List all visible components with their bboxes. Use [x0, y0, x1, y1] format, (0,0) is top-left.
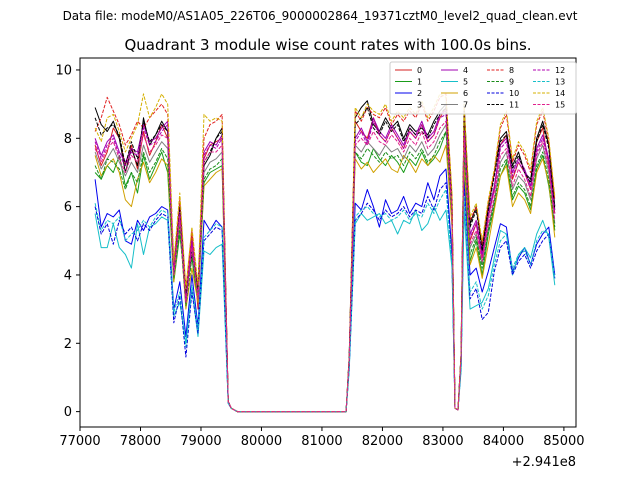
legend-label-5: 5 [463, 78, 468, 87]
x-tick-label: 79000 [180, 434, 221, 449]
legend-label-11: 11 [509, 101, 519, 110]
legend-label-13: 13 [555, 78, 565, 87]
x-axis: 77000 78000 79000 80000 81000 82000 83000 84000… [59, 427, 585, 449]
legend-label-10: 10 [509, 89, 519, 98]
x-tick-label: 80000 [241, 434, 282, 449]
series-line-10 [94, 182, 556, 413]
y-tick-label: 2 [64, 337, 72, 352]
legend-label-7: 7 [463, 101, 468, 110]
y-tick-label: 8 [64, 132, 72, 147]
legend-label-2: 2 [417, 89, 422, 98]
legend-label-14: 14 [555, 89, 565, 98]
legend-label-3: 3 [417, 101, 422, 110]
series-line-4 [94, 110, 556, 413]
series-line-7 [94, 124, 556, 413]
y-tick-label: 6 [64, 200, 72, 215]
series-line-14 [94, 93, 556, 413]
legend-label-1: 1 [417, 78, 422, 87]
x-tick-label: 78000 [120, 434, 161, 449]
legend-label-15: 15 [555, 101, 565, 110]
plot-frame [79, 57, 577, 428]
series-line-1 [94, 131, 556, 413]
legend-label-6: 6 [463, 89, 468, 98]
x-tick-label: 84000 [483, 434, 524, 449]
x-tick-label: 81000 [301, 434, 342, 449]
y-tick-label: 0 [64, 405, 72, 420]
legend-label-4: 4 [463, 66, 468, 75]
series-line-15 [94, 120, 556, 413]
legend-label-8: 8 [509, 66, 514, 75]
legend-label-0: 0 [417, 66, 422, 75]
legend-label-12: 12 [555, 66, 565, 75]
series-line-2 [94, 168, 556, 413]
x-tick-label: 83000 [422, 434, 463, 449]
legend-frame [389, 61, 577, 115]
chart-title: Quadrant 3 module wise count rates with … [124, 36, 531, 54]
y-tick-label: 4 [64, 268, 72, 283]
y-axis: 0 2 4 6 8 10 [55, 63, 80, 420]
legend-label-9: 9 [509, 78, 514, 87]
y-tick-label: 10 [55, 63, 72, 78]
series-layer [94, 93, 556, 413]
x-tick-label: 82000 [362, 434, 403, 449]
x-tick-label: 85000 [543, 434, 584, 449]
series-line-9 [94, 131, 556, 413]
series-line-13 [94, 189, 556, 413]
x-offset-label: +2.941e8 [512, 455, 576, 470]
x-tick-label: 77000 [59, 434, 100, 449]
suptitle: Data file: modeM0/AS1A05_226T06_90000028… [63, 9, 578, 23]
